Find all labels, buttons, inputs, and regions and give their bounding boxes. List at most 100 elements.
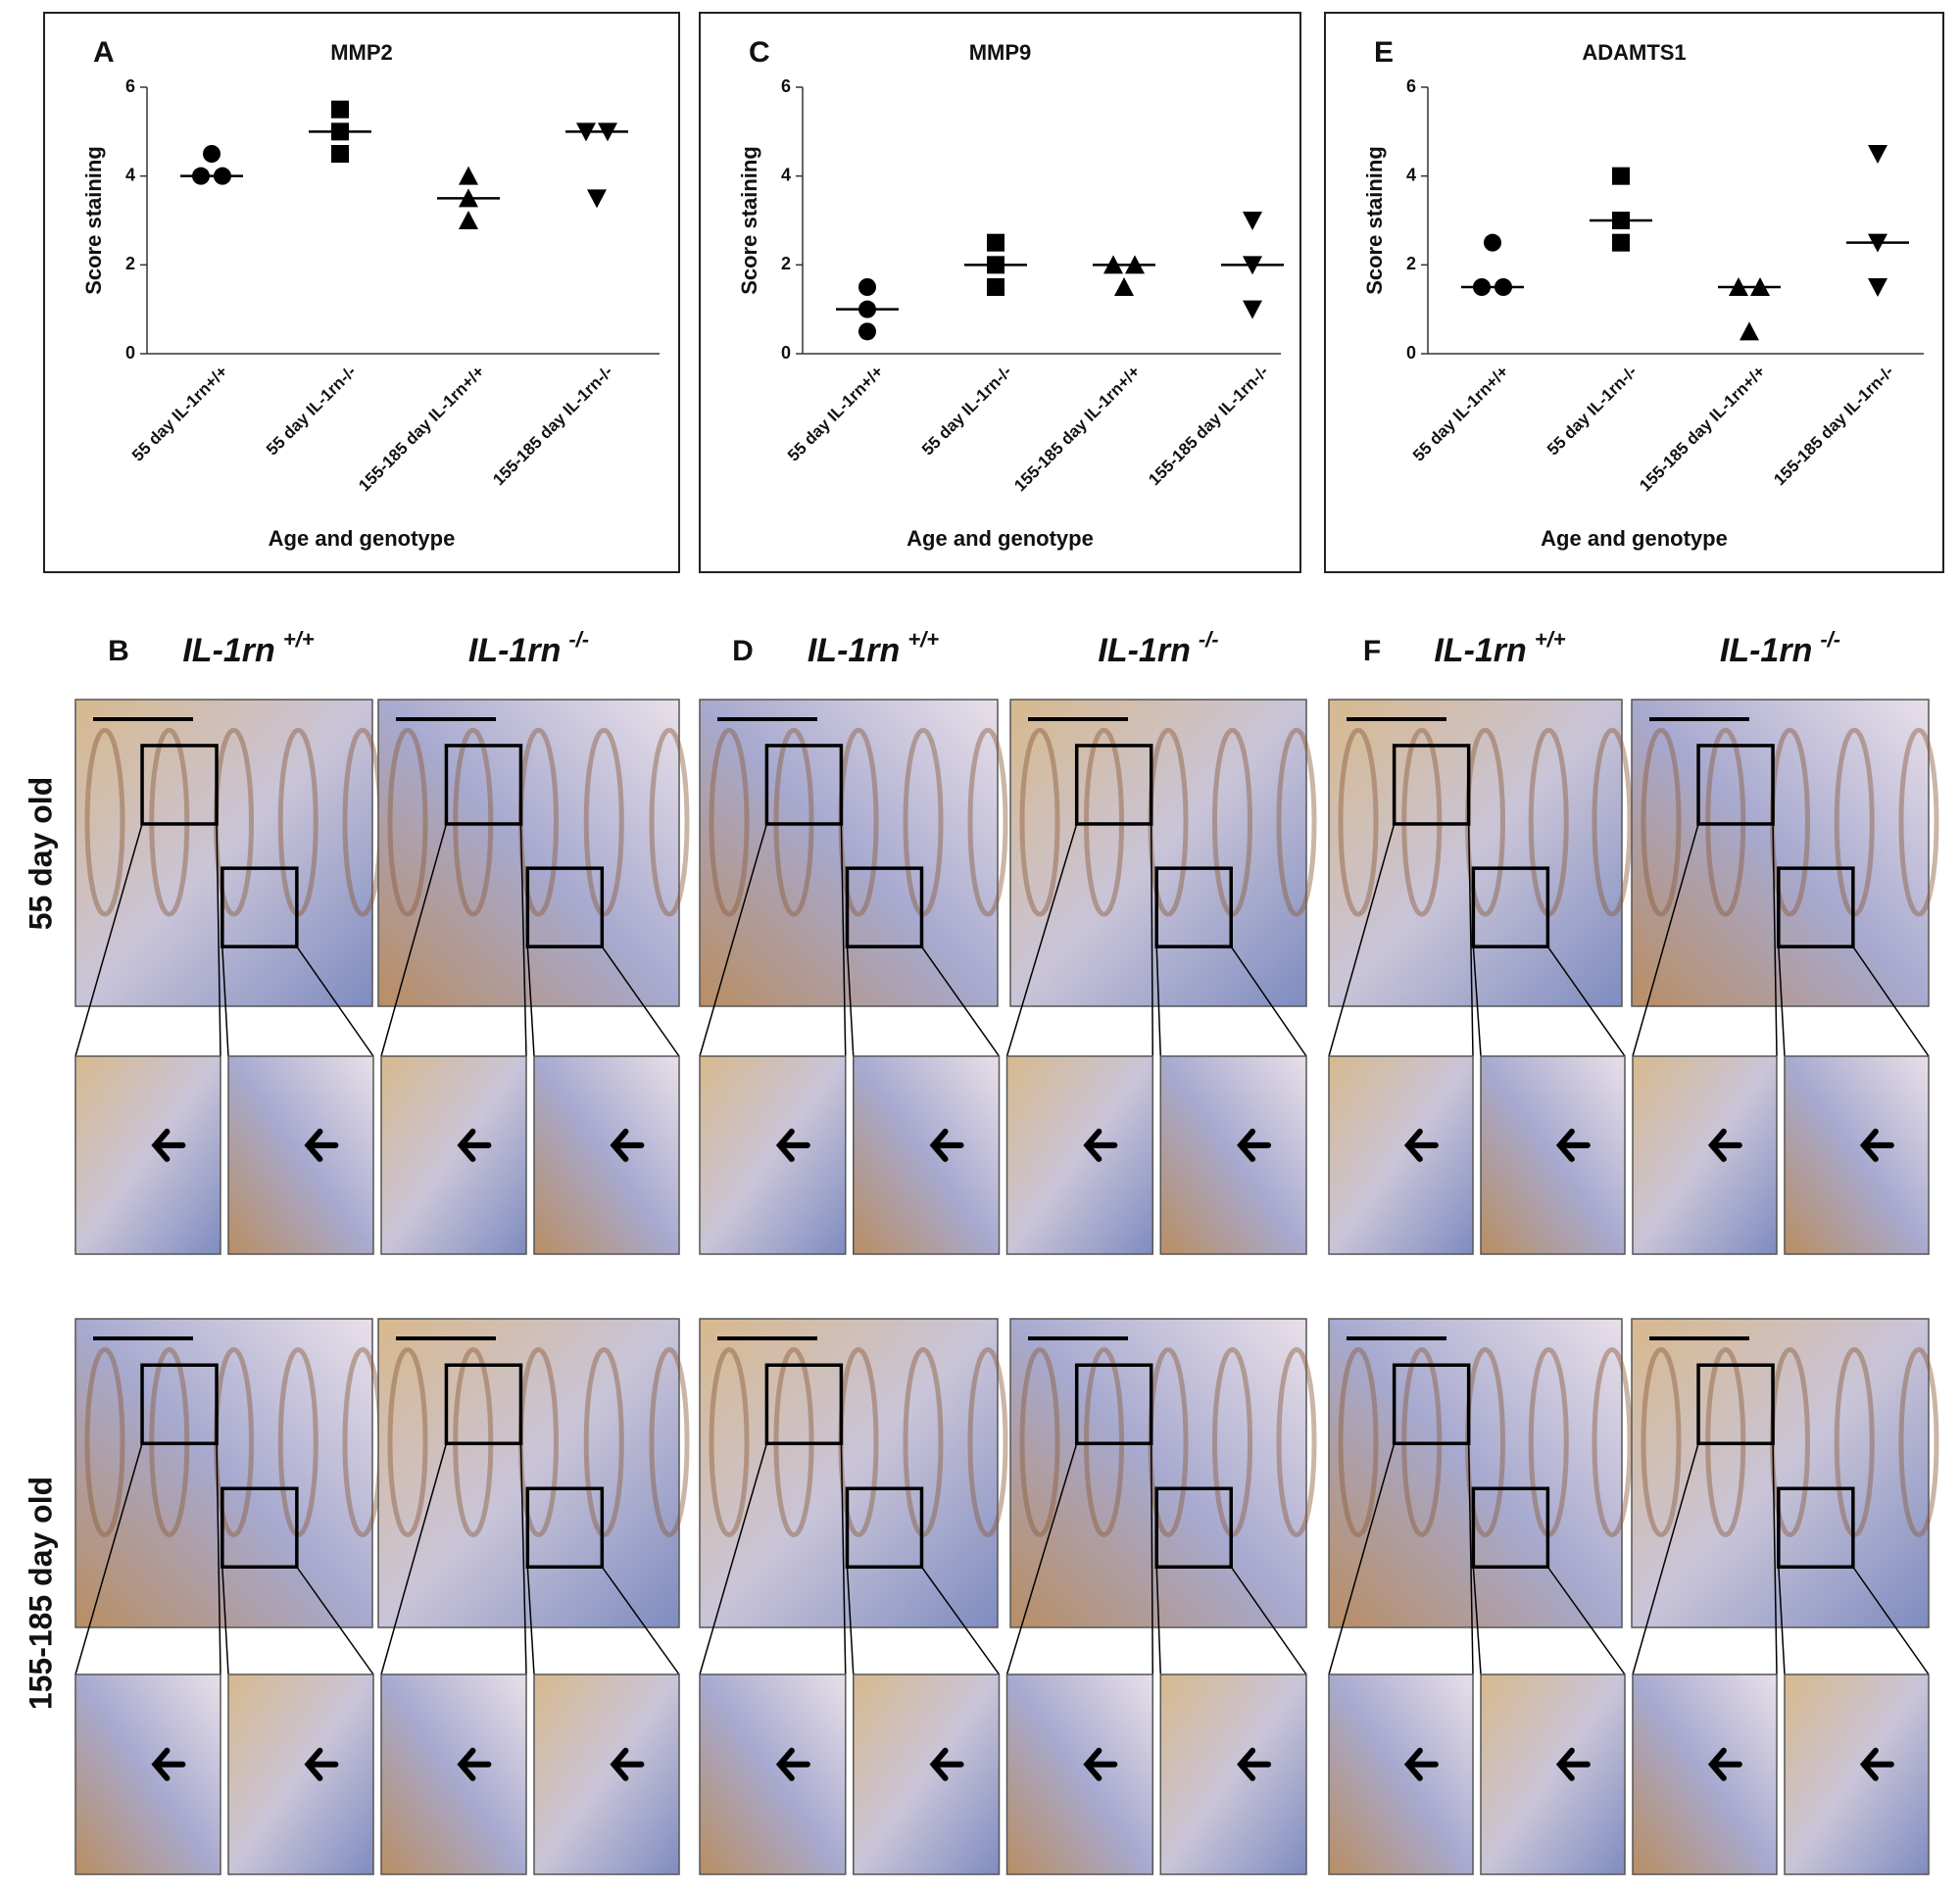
x-tick-label: 55 day IL-1rn-/- — [1544, 363, 1641, 460]
villus — [387, 727, 428, 917]
chart-title: ADAMTS1 — [1582, 40, 1686, 65]
arrow — [1859, 1747, 1894, 1781]
inset-connector — [216, 823, 221, 1057]
y-tick-label: 4 — [125, 165, 135, 184]
inset-box — [845, 866, 924, 948]
gene-name: IL-1rn — [468, 632, 561, 669]
inset-connector — [920, 1566, 1001, 1675]
villus — [709, 727, 750, 917]
row-label: 155-185 day old — [23, 1477, 58, 1710]
arrow — [929, 1128, 964, 1162]
villus — [1898, 1347, 1939, 1537]
genotype: +/+ — [907, 627, 939, 652]
column-header: IL-1rn -/- — [1098, 627, 1218, 669]
inset-connector — [1467, 823, 1474, 1057]
panel-frame — [699, 12, 1301, 573]
inset-box — [1471, 866, 1550, 948]
arrow — [1237, 1128, 1272, 1162]
inset-connector — [601, 946, 680, 1057]
y-tick-label: 6 — [1406, 76, 1416, 96]
y-tick-label: 4 — [1406, 165, 1416, 184]
data-point — [1868, 233, 1887, 253]
villus — [1338, 727, 1379, 917]
micrograph-inset — [1632, 1055, 1778, 1255]
data-point — [1103, 255, 1123, 274]
villus — [583, 1347, 624, 1537]
inset-connector — [846, 946, 855, 1057]
micrograph-inset — [533, 1055, 680, 1255]
chart-title: MMP2 — [330, 40, 393, 65]
inset-connector — [1472, 1567, 1482, 1675]
gene-name: IL-1rn — [1434, 632, 1526, 669]
data-point — [987, 233, 1004, 252]
inset-box — [525, 1486, 605, 1569]
inset-box — [1777, 866, 1855, 948]
villus — [84, 727, 125, 917]
panel-letter: B — [108, 635, 129, 667]
arrow — [1083, 1128, 1118, 1162]
inset-connector — [1778, 1567, 1786, 1675]
column-header: IL-1rn +/+ — [1434, 627, 1565, 669]
x-tick-label: 55 day IL-1rn-/- — [918, 363, 1015, 460]
x-tick-label: 55 day IL-1rn+/+ — [128, 363, 231, 465]
data-point — [576, 122, 596, 142]
villus — [649, 1347, 690, 1537]
inset-box — [1696, 744, 1775, 826]
inset-connector — [1230, 946, 1307, 1057]
data-point — [1612, 212, 1630, 229]
villus — [967, 1347, 1008, 1537]
micrograph — [699, 1318, 999, 1628]
villus — [84, 1347, 125, 1537]
inset-connector — [1328, 1443, 1396, 1675]
panel-letter: E — [1374, 36, 1394, 69]
y-tick-label: 6 — [125, 76, 135, 96]
micrograph-inset — [380, 1055, 527, 1255]
x-tick-label: 155-185 day IL-1rn+/+ — [1636, 363, 1769, 496]
micrograph-inset — [853, 1055, 1001, 1255]
inset-box — [444, 1363, 523, 1445]
inset-connector — [1005, 823, 1078, 1057]
micrograph-inset — [1784, 1673, 1930, 1875]
x-tick-label: 55 day IL-1rn+/+ — [1409, 363, 1512, 465]
villus — [1641, 1347, 1682, 1537]
inset-connector — [1005, 1443, 1078, 1675]
villus — [1276, 727, 1317, 917]
data-point — [203, 145, 220, 163]
x-tick-label: 155-185 day IL-1rn-/- — [489, 363, 616, 490]
data-point — [1243, 256, 1262, 275]
data-point — [1612, 167, 1630, 185]
y-axis-label: Score staining — [81, 146, 106, 295]
micrograph — [1328, 1318, 1623, 1628]
data-point — [1750, 277, 1770, 296]
micrograph-inset — [1328, 1055, 1474, 1255]
micrograph — [74, 699, 373, 1007]
micrograph-inset — [1005, 1673, 1153, 1875]
micrograph-inset — [1632, 1673, 1778, 1875]
micrograph-inset — [227, 1673, 374, 1875]
inset-box — [1154, 866, 1233, 948]
villus — [1641, 727, 1682, 917]
data-point — [987, 278, 1004, 296]
genotype: +/+ — [283, 627, 315, 652]
micrograph — [1009, 1318, 1307, 1628]
inset-connector — [1472, 946, 1482, 1057]
villus — [387, 1347, 428, 1537]
inset-connector — [519, 823, 527, 1057]
arrow — [304, 1747, 339, 1781]
inset-connector — [1772, 1443, 1778, 1675]
panel-letter: D — [732, 635, 754, 667]
inset-box — [220, 1486, 299, 1569]
arrow — [929, 1747, 964, 1781]
x-tick-label: 155-185 day IL-1rn+/+ — [1010, 363, 1144, 496]
gene-name: IL-1rn — [1720, 632, 1812, 669]
villus — [1019, 1347, 1060, 1537]
y-axis-label: Score staining — [1362, 146, 1387, 295]
data-point — [858, 322, 876, 341]
inset-connector — [221, 946, 229, 1057]
micrograph — [1328, 699, 1623, 1007]
inset-box — [1074, 744, 1153, 826]
inset-connector — [699, 823, 768, 1057]
data-point — [1125, 255, 1145, 274]
genotype: -/- — [568, 627, 589, 652]
